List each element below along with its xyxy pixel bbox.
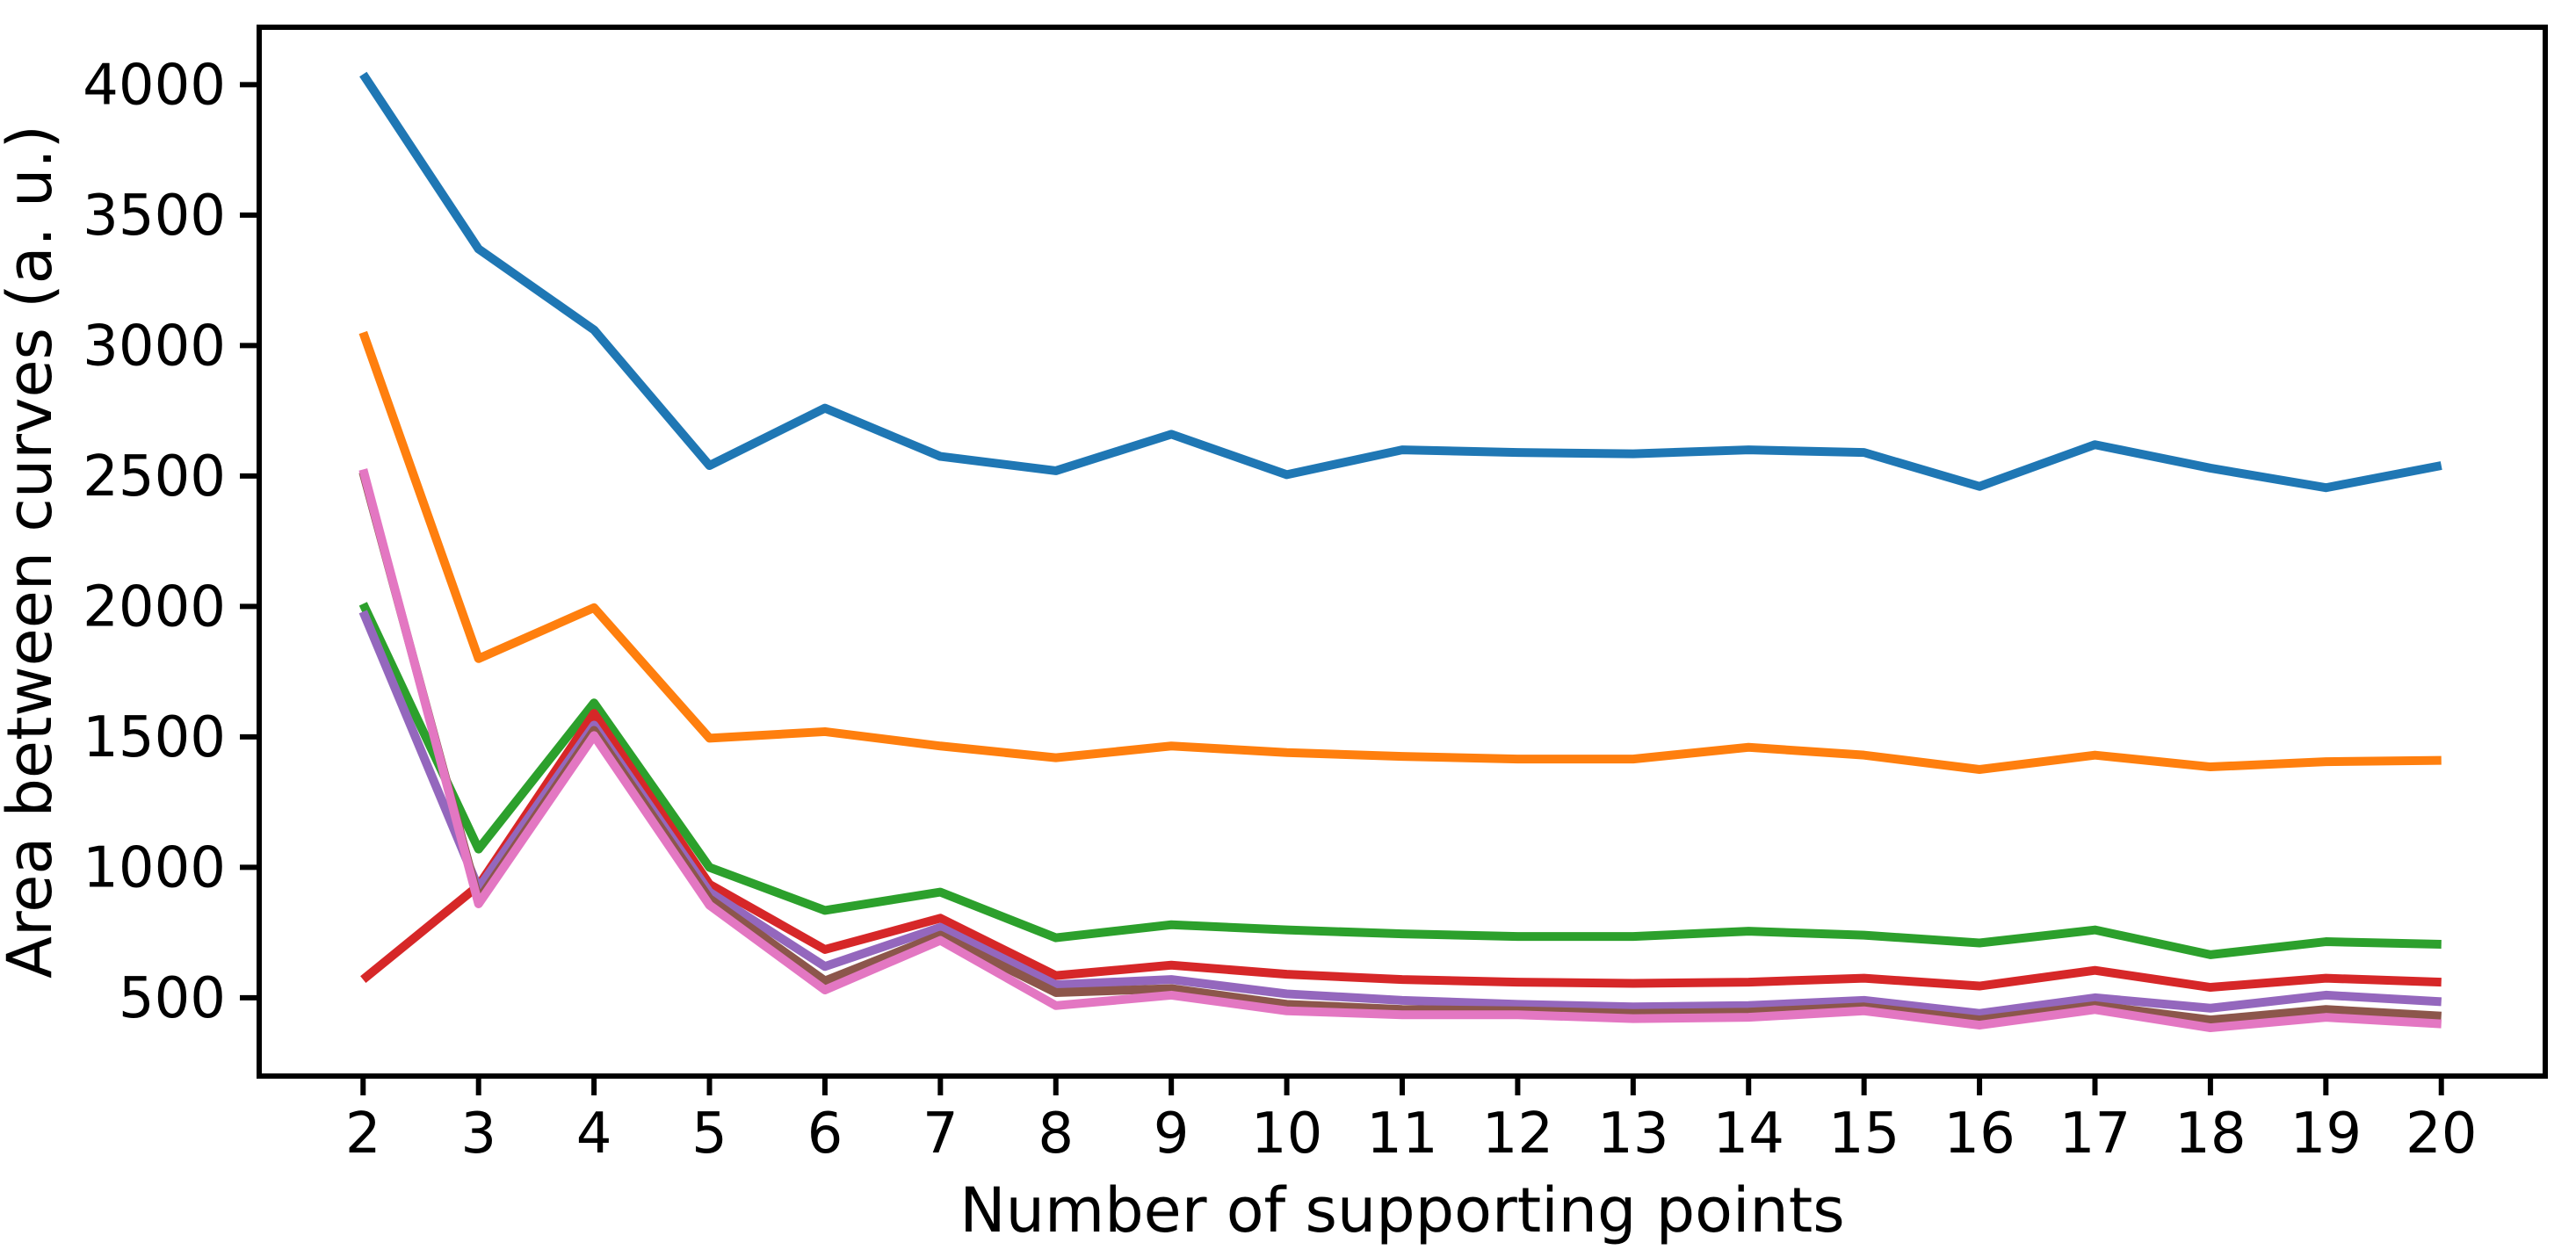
series-line-7 bbox=[358, 468, 2442, 1033]
x-tick-label: 8 bbox=[1038, 1102, 1074, 1167]
y-tick-label: 2000 bbox=[83, 574, 226, 639]
x-tick-label: 19 bbox=[2290, 1102, 2362, 1167]
x-tick-label: 4 bbox=[576, 1102, 612, 1167]
x-tick-label: 14 bbox=[1713, 1102, 1784, 1167]
y-tick-label: 1000 bbox=[83, 835, 226, 900]
x-tick-label: 13 bbox=[1597, 1102, 1668, 1167]
x-tick-label: 18 bbox=[2174, 1102, 2246, 1167]
y-tick-label: 2500 bbox=[83, 444, 226, 509]
x-tick-label: 6 bbox=[807, 1102, 843, 1167]
x-tick-label: 20 bbox=[2406, 1102, 2477, 1167]
x-tick-label: 3 bbox=[460, 1102, 496, 1167]
x-tick-label: 5 bbox=[691, 1102, 727, 1167]
series-layer bbox=[358, 71, 2442, 1033]
x-tick-label: 15 bbox=[1828, 1102, 1899, 1167]
x-tick-label: 11 bbox=[1366, 1102, 1437, 1167]
x-tick-label: 10 bbox=[1251, 1102, 1322, 1167]
x-tick-label: 9 bbox=[1154, 1102, 1190, 1167]
x-tick-label: 2 bbox=[345, 1102, 381, 1167]
y-tick-label: 4000 bbox=[83, 53, 226, 118]
x-tick-label: 16 bbox=[1943, 1102, 2015, 1167]
series-line-3 bbox=[358, 602, 2442, 959]
series-line-2 bbox=[358, 330, 2442, 775]
series-line-4 bbox=[360, 709, 2442, 993]
series-line-1 bbox=[359, 71, 2442, 493]
y-tick-label: 3000 bbox=[83, 314, 226, 379]
x-tick-label: 17 bbox=[2059, 1102, 2131, 1167]
y-tick-label: 500 bbox=[119, 966, 226, 1031]
plot-frame bbox=[257, 25, 2548, 1079]
axes-layer: 2 3 4 5 6 7 8 9 10 11 12 13 14 15 16 17 18 19 20 500 1000 150… bbox=[83, 25, 2548, 1167]
x-tick-label: 12 bbox=[1482, 1102, 1553, 1167]
x-tick-label: 7 bbox=[923, 1102, 959, 1167]
y-tick-label: 1500 bbox=[83, 705, 226, 770]
y-tick-label: 3500 bbox=[83, 184, 226, 249]
y-axis-label: Area between curves (a. u.) bbox=[0, 125, 66, 979]
x-axis-label: Number of supporting points bbox=[959, 1174, 1844, 1246]
